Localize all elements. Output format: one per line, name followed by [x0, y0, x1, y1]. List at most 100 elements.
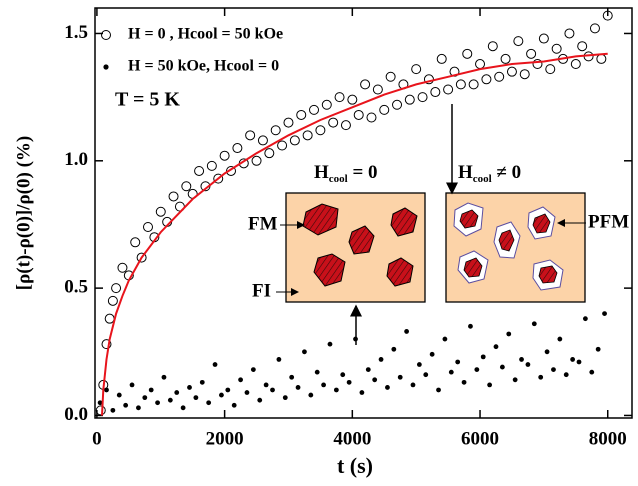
data-point	[333, 387, 339, 393]
data-point	[315, 125, 326, 136]
legend-label: H = 0 , Hcool = 50 kOe	[128, 26, 283, 43]
temperature-label: T = 5 K	[115, 89, 180, 111]
x-tick-label: 8000	[589, 428, 627, 449]
data-point	[423, 372, 429, 378]
data-point	[168, 191, 179, 202]
data-point	[155, 400, 160, 406]
data-point	[308, 392, 314, 398]
data-point	[385, 71, 396, 82]
y-axis-label: [ρ(t)-ρ(0)]/ρ(0) (%)	[13, 136, 34, 290]
data-point	[97, 400, 103, 406]
data-point	[251, 155, 262, 166]
data-point	[392, 99, 403, 110]
data-point	[309, 104, 320, 115]
data-point	[462, 48, 473, 59]
data-point	[95, 405, 106, 416]
data-point	[455, 359, 461, 365]
data-point	[494, 71, 505, 82]
data-point	[480, 354, 486, 360]
data-point	[136, 405, 141, 411]
inset-title: Hcool = 0	[314, 162, 378, 184]
data-point	[589, 23, 600, 34]
data-point	[570, 59, 581, 70]
data-point	[582, 316, 588, 322]
data-point	[244, 390, 250, 395]
data-point	[570, 357, 576, 362]
data-point	[404, 94, 415, 105]
data-point	[289, 374, 295, 380]
data-point	[314, 369, 320, 375]
data-point	[563, 372, 569, 378]
data-point	[206, 400, 212, 406]
data-point	[270, 125, 281, 136]
data-point	[270, 387, 275, 393]
data-point	[193, 395, 199, 401]
data-point	[295, 385, 301, 390]
data-point	[557, 336, 563, 342]
series	[97, 311, 607, 413]
x-tick-label: 2000	[206, 428, 244, 449]
data-point	[282, 395, 288, 401]
x-tick-label: 6000	[461, 428, 499, 449]
data-point	[111, 283, 122, 294]
data-point	[602, 10, 613, 21]
data-point	[360, 79, 371, 90]
data-point	[526, 48, 537, 59]
data-point	[442, 336, 448, 342]
inset-title: Hcool ≠ 0	[458, 162, 521, 184]
data-point	[353, 109, 364, 120]
data-point	[328, 117, 339, 128]
inset-label: FI	[252, 280, 271, 301]
data-point	[187, 385, 192, 390]
inset-label: FM	[248, 213, 278, 234]
data-point	[250, 367, 256, 373]
data-point	[461, 379, 467, 385]
data-point	[277, 140, 288, 151]
legend-label: H = 50 kOe, Hcool = 0	[128, 58, 279, 75]
plot-frame	[94, 7, 633, 419]
data-point	[577, 41, 588, 52]
data-point	[379, 104, 390, 115]
data-point	[545, 64, 556, 75]
data-point	[538, 33, 549, 44]
data-point	[180, 405, 186, 411]
y-tick-label: 1.5	[64, 22, 88, 43]
data-point	[589, 369, 595, 375]
data-point	[519, 357, 524, 362]
data-point	[411, 64, 422, 75]
data-point	[443, 84, 454, 95]
data-point	[506, 331, 512, 337]
data-point	[532, 59, 543, 70]
data-point	[353, 336, 358, 342]
data-point	[123, 402, 129, 408]
data-point	[519, 69, 530, 80]
data-point	[385, 385, 390, 390]
fit-line	[101, 52, 608, 416]
data-point	[136, 252, 147, 263]
data-point	[155, 206, 166, 217]
data-point	[257, 397, 263, 403]
data-point	[142, 395, 148, 401]
data-point	[436, 387, 441, 393]
data-point	[365, 367, 371, 373]
data-point	[107, 295, 118, 306]
data-point	[500, 53, 511, 64]
data-point	[231, 402, 237, 408]
y-tick-label: 1.0	[64, 149, 88, 170]
data-point	[493, 344, 499, 350]
data-point	[219, 392, 224, 398]
data-point	[487, 382, 493, 388]
data-point	[436, 53, 447, 64]
legend-marker	[101, 30, 111, 40]
data-point	[302, 130, 313, 141]
data-point	[391, 346, 397, 352]
data-point	[104, 387, 109, 393]
data-point	[276, 357, 282, 362]
data-point	[327, 341, 333, 347]
data-point	[525, 362, 531, 367]
data-point	[512, 377, 518, 383]
data-point	[468, 323, 473, 329]
series	[95, 10, 613, 416]
data-point	[506, 66, 517, 77]
data-point	[238, 377, 243, 383]
